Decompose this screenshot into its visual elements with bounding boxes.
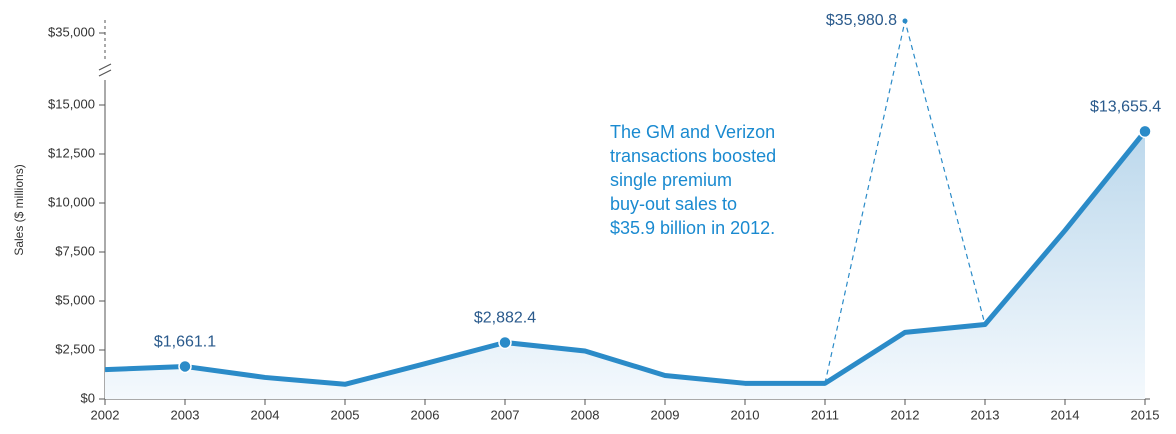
x-tick-label: 2014 xyxy=(1051,407,1080,422)
y-tick-label: $10,000 xyxy=(48,194,95,209)
y-tick-label: $0 xyxy=(81,390,95,405)
line xyxy=(104,129,1147,387)
x-tick-label: 2013 xyxy=(971,407,1000,422)
x-tick-label: 2009 xyxy=(651,407,680,422)
y-tick-label: $2,500 xyxy=(55,341,95,356)
annotation: buy-out sales to xyxy=(610,194,737,214)
x-tick-label: 2015 xyxy=(1131,407,1160,422)
annotation: single premium xyxy=(610,170,732,190)
point xyxy=(902,18,908,24)
axis-break xyxy=(98,63,112,77)
x-tick-label: 2002 xyxy=(91,407,120,422)
value-label: $2,882.4 xyxy=(474,310,536,327)
annotation: $35.9 billion in 2012. xyxy=(610,218,775,238)
x-tick-label: 2012 xyxy=(891,407,920,422)
x-tick-label: 2005 xyxy=(331,407,360,422)
y-tick-label: $5,000 xyxy=(55,292,95,307)
point xyxy=(498,335,512,350)
x-tick-label: 2011 xyxy=(811,407,839,422)
annotation: transactions boosted xyxy=(610,146,776,166)
y-tick-label: $15,000 xyxy=(48,96,95,111)
x-tick-label: 2003 xyxy=(171,407,200,422)
x-tick-label: 2010 xyxy=(731,407,760,422)
y-tick-label: $7,500 xyxy=(55,243,95,258)
y-tick-label: $12,500 xyxy=(48,145,95,160)
x-tick-label: 2007 xyxy=(491,407,520,422)
annotation: The GM and Verizon xyxy=(610,122,775,142)
x-tick-label: 2008 xyxy=(571,407,600,422)
point xyxy=(178,359,192,374)
y-tick-label: $35,000 xyxy=(48,24,95,39)
y-axis-label: Sales ($ millions) xyxy=(12,164,26,255)
x-tick-label: 2004 xyxy=(251,407,280,422)
value-label: $1,661.1 xyxy=(154,334,216,351)
value-label: $35,980.8 xyxy=(826,12,897,29)
value-label: $13,655.4 xyxy=(1090,99,1161,116)
point xyxy=(1138,124,1152,139)
x-tick-label: 2006 xyxy=(411,407,440,422)
